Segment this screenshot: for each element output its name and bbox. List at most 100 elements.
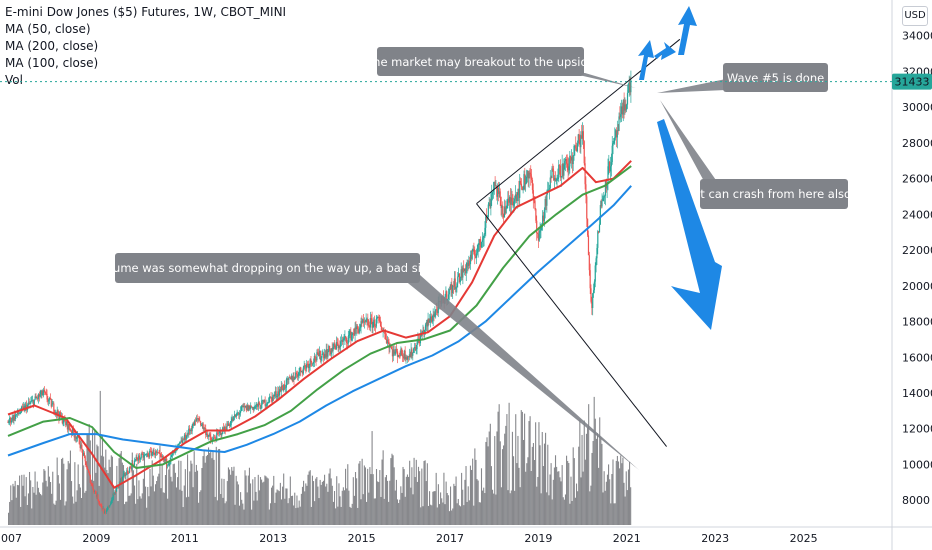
volume-bar bbox=[67, 461, 69, 525]
candle-body bbox=[398, 355, 400, 356]
volume-bar bbox=[167, 498, 169, 525]
volume-bar bbox=[65, 501, 67, 525]
candle-body bbox=[200, 421, 202, 426]
candle-body bbox=[408, 354, 411, 358]
candle-body bbox=[104, 511, 106, 514]
candle-body bbox=[282, 388, 284, 391]
candle-body bbox=[60, 412, 62, 417]
volume-bar bbox=[599, 417, 601, 525]
volume-bar bbox=[550, 463, 552, 525]
candle-body bbox=[97, 494, 99, 501]
volume-bar bbox=[248, 467, 250, 525]
currency-button[interactable]: USD bbox=[902, 6, 928, 26]
candle-body bbox=[380, 326, 383, 331]
callout-wave[interactable]: Wave #5 is done bbox=[657, 63, 828, 93]
volume-bar bbox=[432, 491, 434, 525]
volume-bar bbox=[541, 432, 543, 525]
volume-bar bbox=[170, 476, 172, 525]
volume-bar bbox=[129, 495, 131, 525]
candle-body bbox=[295, 372, 298, 375]
volume-bar bbox=[512, 456, 515, 525]
volume-bar bbox=[132, 470, 134, 525]
callout-box[interactable] bbox=[115, 253, 420, 283]
volume-bar bbox=[360, 499, 362, 525]
candle-body bbox=[386, 339, 388, 344]
callout-box[interactable] bbox=[723, 63, 828, 92]
volume-bar bbox=[283, 473, 285, 525]
candle-body bbox=[490, 199, 492, 208]
candle-body bbox=[155, 451, 157, 455]
volume-bar bbox=[338, 483, 340, 525]
volume-bar bbox=[223, 478, 225, 525]
volume-bar bbox=[414, 477, 416, 525]
candle-body bbox=[256, 403, 259, 407]
crash-arrow[interactable] bbox=[657, 119, 722, 330]
candle-body bbox=[611, 145, 613, 163]
volume-bar bbox=[469, 465, 471, 525]
callout-upside[interactable]: The market may breakout to the upside bbox=[365, 47, 636, 88]
volume-bar bbox=[493, 493, 495, 525]
trend-lines[interactable] bbox=[476, 38, 681, 447]
candle-body bbox=[127, 470, 129, 473]
volume-bar bbox=[246, 492, 248, 525]
candle-body bbox=[596, 247, 598, 259]
volume-bar bbox=[367, 468, 369, 525]
volume-bar bbox=[77, 464, 79, 525]
volume-bar bbox=[172, 464, 174, 525]
candle-body bbox=[429, 320, 431, 323]
volume-bar bbox=[474, 448, 476, 525]
legend-title[interactable]: E-mini Dow Jones ($5) Futures, 1W, CBOT_… bbox=[5, 5, 287, 19]
candle-body bbox=[385, 339, 388, 344]
volume-bar bbox=[85, 490, 87, 525]
candle-body bbox=[156, 452, 158, 454]
volume-bar bbox=[188, 496, 190, 525]
candle-body bbox=[346, 343, 349, 344]
legend-vol[interactable]: Vol bbox=[5, 73, 23, 87]
volume-bar bbox=[221, 478, 223, 525]
candle-body bbox=[284, 387, 287, 389]
volume-bar bbox=[147, 486, 149, 525]
right-arrow[interactable] bbox=[654, 42, 676, 60]
legend-ma50[interactable]: MA (50, close) bbox=[5, 22, 91, 36]
candle-body bbox=[453, 278, 455, 287]
volume-bar bbox=[148, 496, 150, 525]
trend-line[interactable] bbox=[476, 203, 667, 447]
up-arrow-small[interactable] bbox=[638, 40, 654, 80]
volume-bar bbox=[614, 503, 616, 525]
volume-bar bbox=[402, 466, 404, 525]
candle-body bbox=[615, 130, 618, 138]
callout-crash[interactable]: It can crash from here also bbox=[660, 100, 851, 209]
candle-body bbox=[531, 176, 533, 180]
candle-body bbox=[566, 163, 568, 165]
callouts[interactable]: The market may breakout to the upside Wa… bbox=[96, 47, 851, 470]
volume-bar bbox=[509, 493, 511, 525]
volume-bar bbox=[385, 475, 388, 525]
volume-bar bbox=[128, 495, 130, 525]
legend-ma100[interactable]: MA (100, close) bbox=[5, 56, 99, 70]
legend-ma200[interactable]: MA (200, close) bbox=[5, 39, 99, 53]
candle-body bbox=[466, 262, 468, 268]
volume-bar bbox=[375, 469, 378, 525]
candle-body bbox=[598, 224, 601, 233]
candle-body bbox=[206, 433, 209, 437]
callout-box[interactable] bbox=[377, 47, 584, 76]
candle-body bbox=[465, 267, 467, 274]
volume-bar bbox=[196, 470, 199, 525]
arrows[interactable] bbox=[638, 6, 722, 330]
volume-bar bbox=[265, 476, 267, 525]
callout-volume[interactable]: Volume was somewhat dropping on the way … bbox=[96, 253, 639, 470]
candle-body bbox=[331, 348, 333, 352]
candle-body bbox=[29, 403, 31, 404]
callout-box[interactable] bbox=[700, 179, 848, 209]
candle-body bbox=[160, 453, 162, 456]
up-arrow-large[interactable] bbox=[678, 6, 697, 55]
candle-body bbox=[543, 209, 545, 222]
candle-body bbox=[123, 473, 125, 475]
candle-body bbox=[25, 404, 27, 406]
volume-bar bbox=[307, 474, 309, 525]
candle-body bbox=[387, 339, 389, 342]
volume-bar bbox=[377, 481, 379, 525]
candle-body bbox=[227, 423, 229, 426]
volume-bar bbox=[411, 467, 413, 525]
